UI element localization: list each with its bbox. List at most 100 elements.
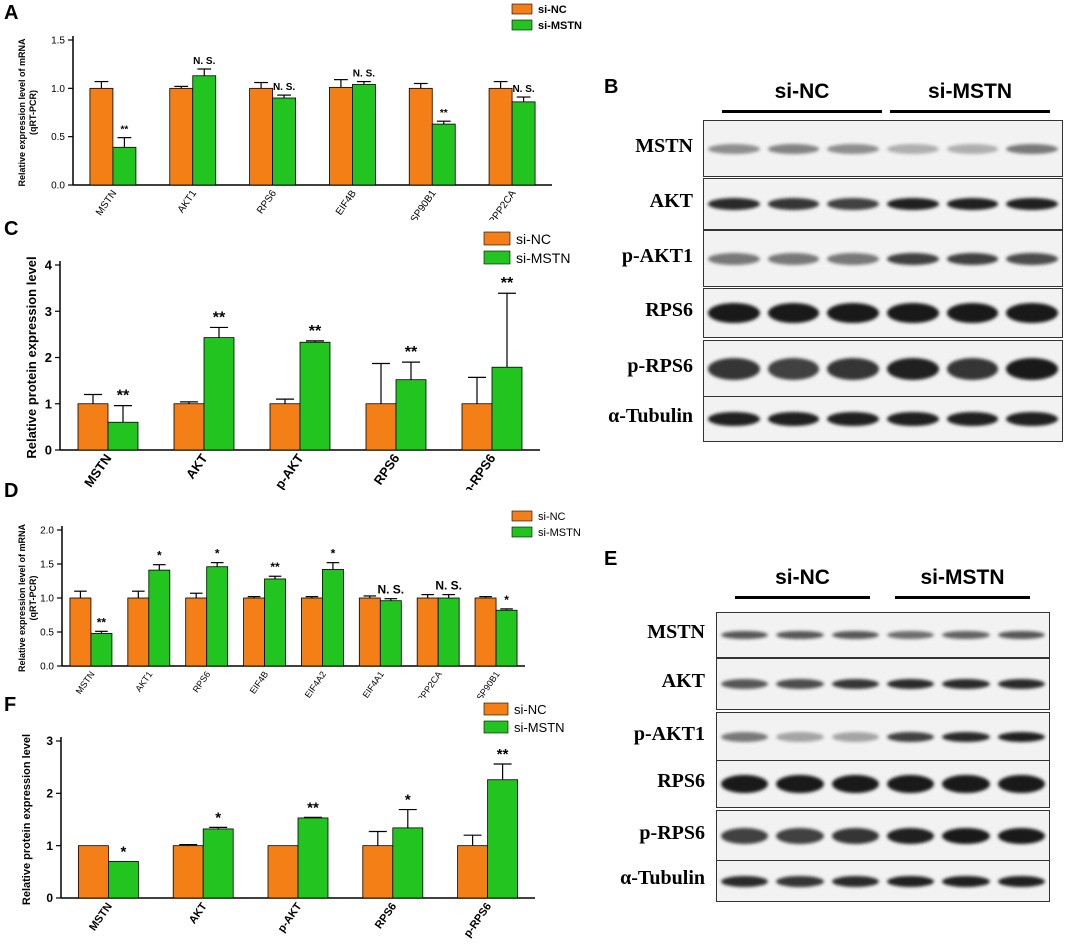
chart-a-significance-label: **: [440, 108, 448, 119]
chart-f-category-label: RPS6: [373, 901, 399, 931]
blot-e-row-label: RPS6: [657, 770, 705, 792]
blot-e-band: [831, 631, 879, 639]
blot-b-band: [827, 303, 879, 323]
chart-d-category-label: EIF4B: [248, 669, 271, 695]
chart-d-bar-si-nc: [301, 597, 323, 667]
chart-d-bar-si-mstn: [264, 578, 286, 667]
chart-c-bar-si-nc: [269, 403, 301, 451]
blot-e-band: [831, 732, 879, 742]
blot-b-band: [1006, 252, 1058, 265]
blot-b-band: [827, 412, 879, 426]
chart-d-ytick-label: 2.0: [40, 526, 54, 537]
chart-d-significance-label: *: [157, 549, 162, 563]
chart-a-bar-si-mstn: [192, 75, 217, 186]
chart-d-bar-si-nc: [127, 597, 150, 667]
chart-c-legend-swatch-si-mstn: [483, 250, 511, 265]
blot-b-band: [946, 143, 999, 154]
blot-e-band: [997, 732, 1045, 742]
blot-b-band: [708, 412, 760, 426]
chart-a-ytick-label: 1.0: [51, 84, 65, 95]
blot-e-band: [887, 828, 935, 844]
chart-d-category-label: AKT1: [133, 669, 154, 693]
blot-e-band: [776, 679, 824, 689]
chart-a-bar-si-mstn: [352, 84, 376, 186]
chart-d-bar-si-nc: [474, 597, 497, 667]
chart-d-category-label: PPP2CA: [415, 669, 444, 698]
chart-a-category-label: AKT1: [176, 188, 200, 215]
chart-d-category-label: HSP90B1: [471, 669, 502, 698]
blot-e-band: [721, 828, 769, 844]
blot-e-row-label: AKT: [661, 670, 705, 692]
blot-e-group-line: [895, 596, 1030, 599]
chart-f-ytick-label: 2: [46, 787, 53, 801]
chart-d-significance-label: N. S.: [377, 583, 404, 597]
blot-b-blot-strip: [703, 120, 1063, 177]
blot-b-band: [827, 198, 879, 210]
blot-e-band: [721, 775, 769, 793]
chart-f-significance-label: *: [120, 843, 126, 860]
blot-e-band: [997, 775, 1045, 793]
chart-a-bar-si-mstn: [272, 97, 296, 186]
blot-e-band: [887, 732, 935, 742]
blot-b-band: [887, 143, 939, 154]
blot-b-band: [767, 252, 820, 265]
chart-a-ytick-label: 1.5: [51, 36, 65, 47]
chart-c: 0 1 2 3 4 Relative protein expression level **…: [24, 231, 570, 490]
blot-b-band: [887, 303, 939, 323]
chart-a-bar-si-nc: [329, 86, 353, 186]
chart-f-category-label: p-RPS6: [462, 901, 494, 940]
chart-f-bar-si-mstn: [392, 827, 424, 899]
blot-b-band: [827, 252, 879, 265]
blot-e-group-line: [735, 596, 870, 599]
blot-b-band: [827, 143, 879, 154]
chart-a-bar-si-nc: [89, 87, 114, 186]
blot-b-blot-strip: [703, 396, 1063, 442]
chart-c-legend-swatch-si-nc: [483, 231, 511, 246]
chart-f-bar-si-nc: [78, 845, 109, 899]
blot-e-band: [776, 732, 824, 742]
chart-f-bar-si-nc: [457, 845, 489, 899]
chart-c-significance-label: **: [117, 388, 130, 405]
blot-b-group-label-si-mstn: si-MSTN: [928, 80, 1012, 103]
chart-f-bar-si-mstn: [487, 779, 519, 899]
chart-d-ytick-label: 0.0: [40, 662, 54, 673]
panel-label-d: D: [4, 480, 19, 502]
blot-e-band: [831, 828, 879, 844]
chart-c-bar-si-mstn: [203, 337, 235, 451]
panel-label-c: C: [4, 218, 19, 240]
chart-d-significance-label: **: [270, 560, 280, 574]
chart-f-bar-si-mstn: [202, 828, 234, 899]
blot-e-blot-strip: [716, 810, 1050, 862]
blot-e-band: [942, 828, 990, 844]
chart-d-legend-swatch-si-nc: [511, 510, 533, 522]
blot-e-row-label: α-Tubulin: [620, 867, 705, 889]
blot-e-blot-strip: [716, 612, 1050, 658]
chart-a-ytick-label: 0.5: [51, 132, 65, 143]
chart-f-category-label: p-AKT: [276, 901, 305, 935]
chart-c-category-label: AKT: [183, 451, 211, 482]
blot-e-band: [831, 775, 879, 793]
blot-b-band: [708, 303, 760, 323]
blot-e-band: [776, 875, 824, 887]
blot-b-blot-strip: [703, 288, 1063, 338]
chart-f-significance-label: **: [307, 799, 319, 816]
blot-b-band: [767, 358, 820, 380]
blot-b-group-line: [722, 110, 882, 113]
chart-c-significance-label: **: [213, 309, 226, 326]
blot-b-band: [1006, 303, 1058, 323]
chart-d-significance-label: *: [215, 547, 220, 561]
chart-d-bar-si-mstn: [322, 569, 344, 667]
blot-b-band: [1006, 143, 1058, 154]
chart-f-category-label: MSTN: [87, 901, 115, 933]
blot-b-band: [887, 252, 939, 265]
chart-a-bar-si-nc: [488, 87, 513, 186]
chart-c-category-label: p-RPS6: [460, 451, 499, 490]
chart-d-bar-si-nc: [358, 597, 381, 667]
blot-e-band: [776, 775, 824, 793]
chart-a-bar-si-mstn: [112, 146, 137, 186]
chart-a-category-label: MSTN: [94, 188, 119, 218]
blot-b-band: [708, 358, 760, 380]
blot-b-band: [946, 252, 999, 265]
chart-d-significance-label: N. S.: [435, 579, 462, 593]
